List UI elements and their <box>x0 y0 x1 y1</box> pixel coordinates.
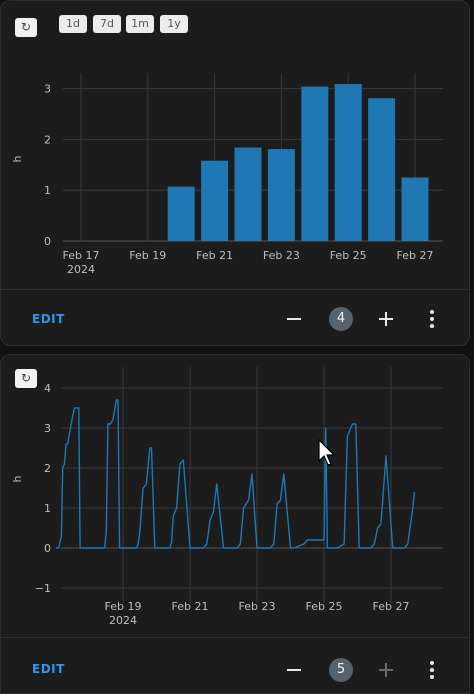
bar <box>301 86 329 242</box>
range-button-1y[interactable]: 1y <box>160 15 188 33</box>
minus-icon[interactable] <box>282 307 306 331</box>
bar <box>267 149 295 241</box>
x-tick-label: Feb 23 <box>263 249 300 262</box>
line-chart[interactable]: Feb 19 Feb 21 Feb 23 Feb 25 Feb 27 2024 −1 0 1 2 3… <box>1 355 471 639</box>
edit-button[interactable]: EDIT <box>32 662 65 676</box>
x-tick-label: Feb 21 <box>172 600 209 613</box>
x-tick-label: Feb 25 <box>306 600 343 613</box>
bar <box>167 186 195 241</box>
bar <box>201 160 229 241</box>
y-axis-label: h <box>11 475 24 482</box>
chart-card-cumulative: ↻ Feb 19 Feb 21 Feb 23 Feb 25 Feb 27 2024 −1 0 1… <box>0 354 470 694</box>
y-tick-label: 3 <box>44 422 51 435</box>
bar <box>401 177 429 241</box>
series-line <box>56 399 416 549</box>
y-axis-label: h <box>11 155 24 162</box>
x-tick-label: Feb 19 <box>129 249 166 262</box>
reset-icon: ↻ <box>20 20 32 34</box>
minus-icon[interactable] <box>282 658 306 682</box>
more-options-icon[interactable] <box>420 658 444 682</box>
more-options-icon[interactable] <box>420 307 444 331</box>
x-tick-label: Feb 25 <box>330 249 367 262</box>
x-tick-label: Feb 27 <box>373 600 410 613</box>
y-tick-label: 3 <box>44 83 51 96</box>
y-tick-label: 2 <box>44 133 51 146</box>
plus-icon[interactable] <box>374 307 398 331</box>
reset-zoom-button[interactable]: ↻ <box>15 369 37 388</box>
card-divider <box>1 637 469 638</box>
x-year-label: 2024 <box>109 614 137 627</box>
range-button-1m[interactable]: 1m <box>126 15 154 33</box>
range-button-7d[interactable]: 7d <box>93 15 121 33</box>
counter-badge: 4 <box>329 307 353 331</box>
reset-zoom-button[interactable]: ↻ <box>15 18 37 37</box>
chart-card-daily: ↻ 1d 7d 1m 1y Feb 17 Feb 19 Feb 21 Feb 23 Fe… <box>0 0 470 346</box>
bar <box>334 84 362 241</box>
plus-icon-disabled[interactable] <box>374 658 398 682</box>
x-tick-label: Feb 19 <box>105 600 142 613</box>
reset-icon: ↻ <box>20 371 32 385</box>
range-button-1d[interactable]: 1d <box>59 15 87 33</box>
x-tick-label: Feb 21 <box>196 249 233 262</box>
x-tick-label: Feb 27 <box>397 249 434 262</box>
y-tick-label: 1 <box>44 502 51 515</box>
x-tick-label: Feb 23 <box>239 600 276 613</box>
card-divider <box>1 289 469 290</box>
y-tick-label: 1 <box>44 184 51 197</box>
y-tick-label: −1 <box>35 582 51 595</box>
bar <box>368 98 396 241</box>
mouse-cursor-icon <box>318 439 336 466</box>
y-tick-label: 0 <box>44 235 51 248</box>
counter-badge: 5 <box>329 658 353 682</box>
x-tick-label: Feb 17 <box>63 249 100 262</box>
bar <box>234 147 262 241</box>
bar-chart[interactable]: Feb 17 Feb 19 Feb 21 Feb 23 Feb 25 Feb 27 2024… <box>1 1 471 291</box>
y-tick-label: 4 <box>44 382 51 395</box>
x-year-label: 2024 <box>67 263 95 276</box>
y-tick-label: 2 <box>44 462 51 475</box>
y-tick-label: 0 <box>44 542 51 555</box>
edit-button[interactable]: EDIT <box>32 312 65 326</box>
